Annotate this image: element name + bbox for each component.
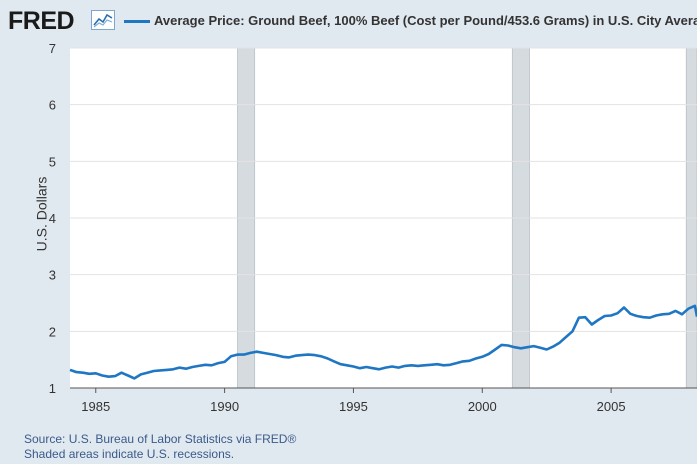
x-axis-ticks: 1985 1990 1995 2000 2005	[70, 387, 697, 414]
x-tick-label: 1985	[81, 399, 110, 414]
fred-logo[interactable]: FRED	[8, 7, 75, 35]
y-axis-ticks: 1 2 3 4 5 6 7	[49, 41, 56, 396]
source-note: Source: U.S. Bureau of Labor Statistics …	[24, 432, 297, 446]
legend-swatch	[124, 20, 150, 23]
series-layer	[69, 304, 697, 380]
recession-note: Shaded areas indicate U.S. recessions.	[24, 447, 235, 461]
y-tick-label: 7	[49, 41, 56, 56]
x-tick-label: 2000	[468, 399, 497, 414]
series-line[interactable]	[69, 304, 697, 380]
line-chart-icon	[91, 10, 115, 30]
x-tick-label: 1995	[339, 399, 368, 414]
y-tick-label: 6	[49, 98, 56, 113]
chart-header: FRED Average Price: Ground Beef, 100% Be…	[0, 0, 697, 44]
grid-lines	[70, 47, 697, 332]
y-tick-label: 4	[49, 211, 56, 226]
y-tick-label: 2	[49, 324, 56, 339]
y-tick-label: 3	[49, 268, 56, 283]
legend-label[interactable]: Average Price: Ground Beef, 100% Beef (C…	[154, 13, 697, 28]
y-axis-label: U.S. Dollars	[33, 176, 50, 252]
y-tick-label: 5	[49, 154, 56, 169]
x-tick-label: 1990	[210, 399, 239, 414]
y-tick-label: 1	[49, 381, 56, 396]
chart-footer: Source: U.S. Bureau of Labor Statistics …	[24, 432, 296, 462]
x-tick-label: 2005	[597, 399, 626, 414]
